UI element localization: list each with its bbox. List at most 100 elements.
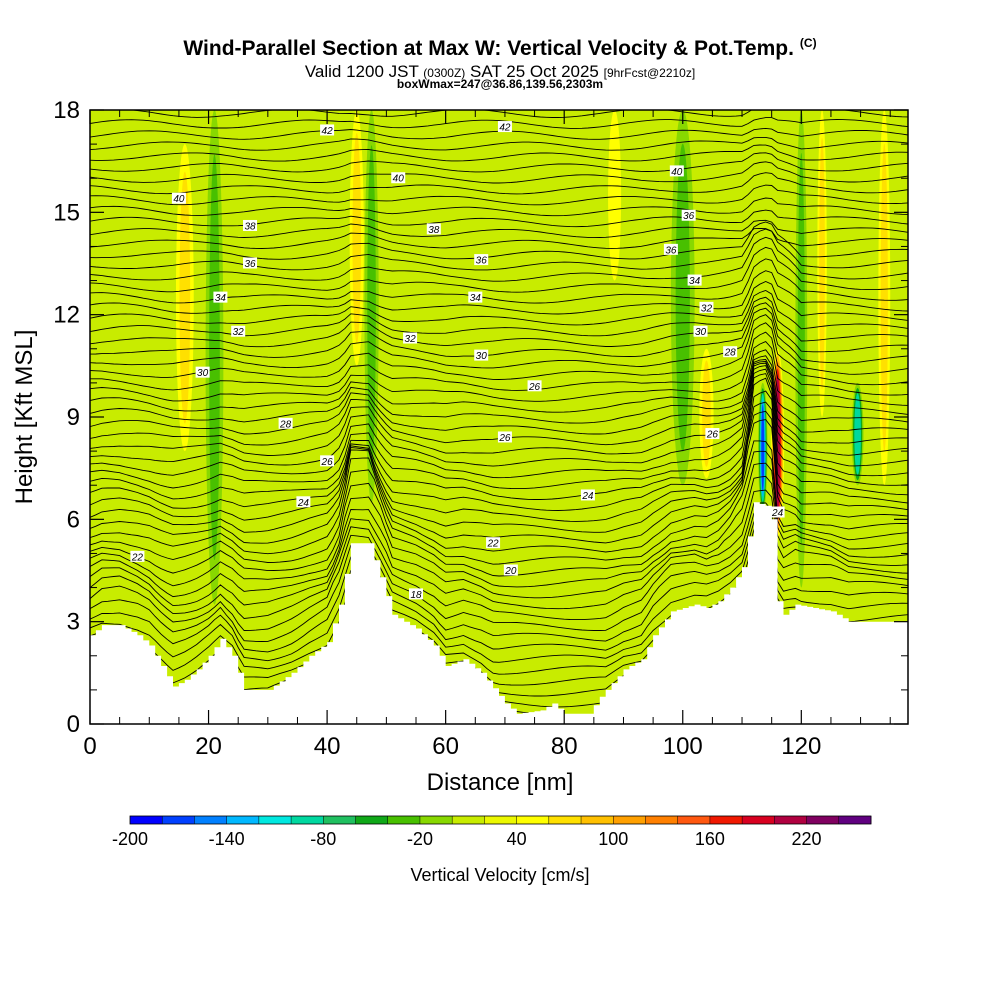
theta-label-text: 18 xyxy=(410,590,422,601)
theta-label-text: 32 xyxy=(701,303,713,314)
theta-label: 42 xyxy=(497,121,512,134)
theta-contour-line xyxy=(90,136,908,151)
theta-label-bg xyxy=(527,380,542,392)
theta-label: 34 xyxy=(468,291,483,304)
theta-label-bg xyxy=(296,496,311,508)
x-tick-label: 80 xyxy=(551,733,578,760)
theta-label: 30 xyxy=(693,325,708,338)
y-tick-label: 18 xyxy=(53,97,80,124)
colorbar-swatch xyxy=(548,816,582,824)
theta-label-text: 42 xyxy=(322,126,334,137)
colorbar-swatch xyxy=(226,816,260,824)
theta-contour-line xyxy=(90,377,908,511)
downdraft-band xyxy=(758,382,768,513)
theta-contour-line xyxy=(90,419,908,555)
theta-label-bg xyxy=(195,366,210,378)
theta-label: 28 xyxy=(278,417,293,430)
theta-label-bg xyxy=(705,428,720,440)
theta-label-bg xyxy=(278,417,293,429)
theta-label: 22 xyxy=(130,550,145,563)
theta-label-text: 30 xyxy=(197,368,209,379)
theta-label: 40 xyxy=(171,192,186,205)
theta-label-text: 36 xyxy=(665,245,677,256)
theta-contour-line xyxy=(90,410,908,544)
theta-label-bg xyxy=(231,325,246,337)
colorbar-swatch xyxy=(516,816,550,824)
theta-label-bg xyxy=(409,588,424,600)
theta-label-bg xyxy=(486,537,501,549)
colorbar-tick-label: -80 xyxy=(310,829,336,849)
theta-contour-line xyxy=(90,219,908,239)
downdraft-band-level xyxy=(761,404,765,492)
theta-label-text: 38 xyxy=(428,225,440,236)
updraft-band-level xyxy=(610,125,619,266)
theta-label-bg xyxy=(663,243,678,255)
theta-label-text: 34 xyxy=(215,293,227,304)
y-tick-label: 0 xyxy=(67,711,80,738)
theta-label-text: 28 xyxy=(279,419,292,430)
theta-label: 20 xyxy=(503,564,518,577)
theta-label-text: 34 xyxy=(470,293,482,304)
forecast-info: [9hrFcst@2210z] xyxy=(603,66,696,80)
theta-label: 40 xyxy=(391,172,406,185)
theta-label-bg xyxy=(130,550,145,562)
theta-label: 24 xyxy=(296,496,311,509)
theta-label: 26 xyxy=(497,431,512,444)
theta-label: 40 xyxy=(669,165,684,178)
theta-label-text: 30 xyxy=(695,327,707,338)
theta-contour-line xyxy=(90,296,908,348)
colorbar-swatch xyxy=(484,816,518,824)
theta-contour-line xyxy=(90,110,908,118)
theta-label: 34 xyxy=(687,274,702,287)
x-tick-label: 0 xyxy=(83,733,96,760)
x-tick-label: 60 xyxy=(432,733,459,760)
theta-label-bg xyxy=(320,124,335,136)
x-tick-label: 40 xyxy=(314,733,341,760)
colorbar-swatch xyxy=(323,816,356,824)
theta-contour-line xyxy=(90,475,908,599)
theta-contour-labels: 42 42 40 40 40 38 38 36 36 36 36 34 34 34 32 32 32 30 30 30… xyxy=(130,121,785,601)
theta-contour-line xyxy=(90,117,908,129)
theta-contour-line xyxy=(90,290,908,337)
theta-contour-line xyxy=(90,355,908,435)
colorbar-swatch xyxy=(806,816,840,824)
theta-label-bg xyxy=(497,431,512,443)
theta-label: 32 xyxy=(231,325,246,338)
theta-contour-line xyxy=(90,368,908,490)
chart-title: Wind-Parallel Section at Max W: Vertical… xyxy=(0,36,1000,61)
theta-label-bg xyxy=(580,489,595,501)
theta-contour-line xyxy=(90,331,908,402)
theta-contour-line xyxy=(90,307,908,369)
theta-label: 22 xyxy=(486,537,501,550)
y-tick-label: 15 xyxy=(53,199,80,226)
theta-label-bg xyxy=(503,564,518,576)
theta-label-text: 24 xyxy=(771,508,784,519)
terrain-mask xyxy=(90,502,908,724)
colorbar-swatch xyxy=(838,816,872,824)
theta-label: 28 xyxy=(723,346,738,359)
theta-label-text: 28 xyxy=(724,348,737,359)
theta-contour-line xyxy=(90,184,908,206)
theta-label: 26 xyxy=(705,428,720,441)
updraft-band xyxy=(699,348,714,479)
theta-label-bg xyxy=(770,506,785,518)
colorbar-tick-label: -20 xyxy=(407,829,433,849)
theta-label-text: 30 xyxy=(476,351,488,362)
theta-contour-line xyxy=(90,373,908,500)
theta-contour-line xyxy=(90,172,908,195)
theta-label-text: 26 xyxy=(706,430,719,441)
theta-contour-line xyxy=(90,221,908,260)
theta-contour-line xyxy=(90,302,908,358)
colorbar-label: Vertical Velocity [cm/s] xyxy=(410,865,589,885)
valid-time: Valid 1200 JST xyxy=(304,62,419,81)
theta-contour-line xyxy=(90,361,908,456)
theta-contour-line xyxy=(90,209,908,228)
theta-label-bg xyxy=(468,291,483,303)
colorbar-tick-label: 160 xyxy=(695,829,725,849)
theta-label-bg xyxy=(243,219,258,231)
theta-label: 36 xyxy=(663,243,678,256)
updraft-band-level xyxy=(880,143,888,452)
theta-label-bg xyxy=(426,223,441,235)
